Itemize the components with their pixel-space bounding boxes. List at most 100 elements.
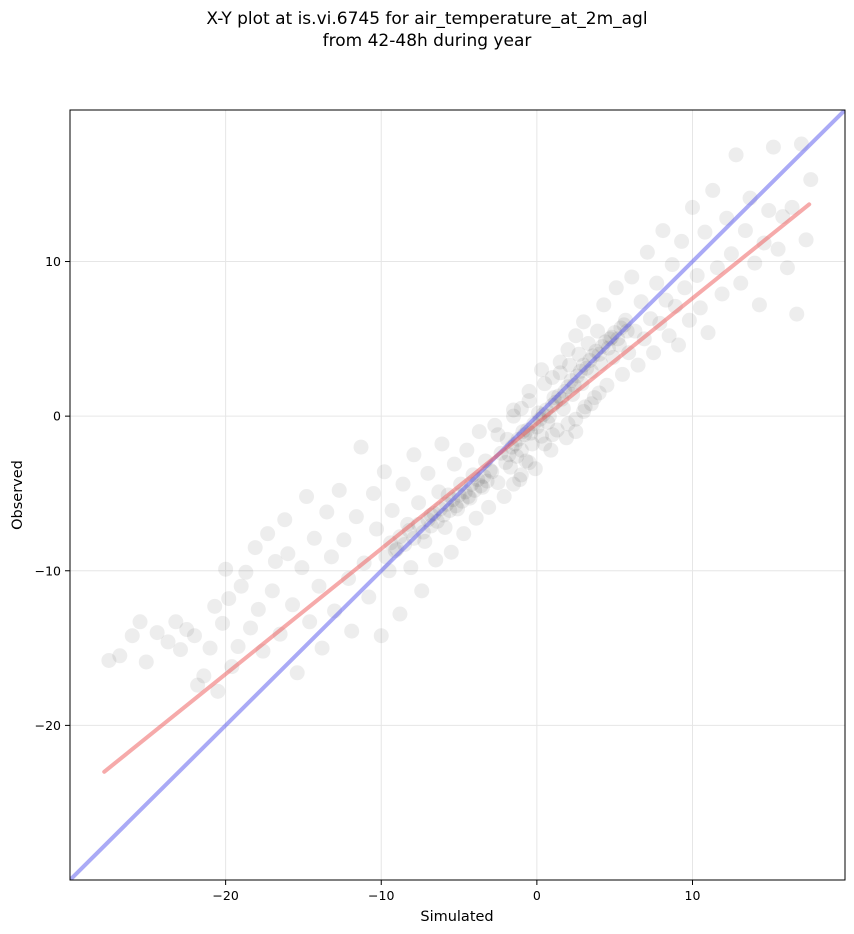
plot-frame [69,109,846,881]
data-point-30 [272,626,288,642]
data-point-257 [506,408,522,424]
data-point-169 [765,139,781,155]
data-point-24 [247,540,263,556]
data-point-205 [582,352,598,368]
data-point-134 [630,357,646,373]
data-point-255 [534,362,550,378]
data-point-121 [590,323,606,339]
data-point-65 [414,583,430,599]
data-point-40 [314,640,330,656]
data-point-259 [568,424,584,440]
data-point-27 [260,526,276,542]
data-point-10 [186,628,202,644]
data-point-21 [233,578,249,594]
data-point-60 [395,476,411,492]
data-point-216 [616,317,632,333]
data-points [101,136,819,699]
data-point-22 [238,564,254,580]
data-point-84 [474,479,490,495]
data-point-197 [557,383,573,399]
data-point-239 [415,524,431,540]
data-point-160 [723,246,739,262]
data-point-109 [552,365,568,381]
data-point-227 [454,493,470,509]
data-point-225 [460,489,476,505]
data-point-158 [714,286,730,302]
data-point-217 [619,323,635,339]
data-point-66 [417,533,433,549]
y-tick-label-1: −10 [35,563,61,578]
y-tick-label-3: 10 [45,254,61,269]
data-point-104 [537,376,553,392]
data-point-46 [341,570,357,586]
data-point-248 [544,369,560,385]
data-point-125 [602,331,618,347]
data-point-35 [294,560,310,576]
data-point-152 [689,267,705,283]
data-point-176 [798,232,814,248]
data-point-150 [681,312,697,328]
data-point-13 [202,640,218,656]
data-point-8 [172,642,188,658]
data-point-215 [613,320,629,336]
data-point-54 [373,628,389,644]
data-point-138 [642,311,658,327]
data-point-223 [467,482,483,498]
data-point-23 [243,620,259,636]
data-point-14 [207,598,223,614]
data-point-112 [562,357,578,373]
data-point-262 [591,385,607,401]
data-point-142 [655,223,671,239]
x-axis-label: Simulated [420,909,493,925]
data-point-118 [580,335,596,351]
data-point-149 [677,280,693,296]
data-point-170 [770,241,786,257]
chart-title-line-1: X-Y plot at is.vi.6745 for air_temperatu… [206,9,648,29]
data-point-15 [210,683,226,699]
data-point-6 [160,634,176,650]
data-point-86 [481,499,497,515]
data-point-74 [443,544,459,560]
data-point-101 [527,461,543,477]
data-point-139 [646,345,662,361]
data-point-47 [344,623,360,639]
data-point-5 [149,625,165,641]
data-point-168 [761,203,777,219]
data-point-79 [459,442,475,458]
data-point-51 [361,589,377,605]
data-point-62 [403,560,419,576]
data-point-53 [369,521,385,537]
data-point-178 [498,455,514,471]
data-point-258 [560,416,576,432]
data-point-52 [365,485,381,501]
data-point-36 [299,489,315,505]
data-point-214 [610,331,626,347]
data-point-174 [789,306,805,322]
data-point-243 [397,536,413,552]
data-point-143 [658,292,674,308]
data-point-161 [728,147,744,163]
data-point-55 [376,464,392,480]
data-point-123 [596,297,612,313]
data-point-34 [289,665,305,681]
data-point-98 [518,453,534,469]
data-point-157 [709,260,725,276]
data-point-166 [751,297,767,313]
data-point-114 [568,411,584,427]
data-point-212 [604,329,620,345]
data-point-100 [524,436,540,452]
data-point-80 [462,490,478,506]
data-point-144 [661,328,677,344]
data-point-93 [502,459,518,475]
fit-line [102,202,812,774]
x-tick-label-2: 0 [533,888,541,903]
data-point-18 [221,591,237,607]
data-point-89 [490,475,506,491]
data-point-69 [428,552,444,568]
data-point-39 [311,578,327,594]
data-point-124 [599,377,615,393]
data-point-155 [700,325,716,341]
data-point-32 [280,546,296,562]
data-point-137 [639,244,655,260]
